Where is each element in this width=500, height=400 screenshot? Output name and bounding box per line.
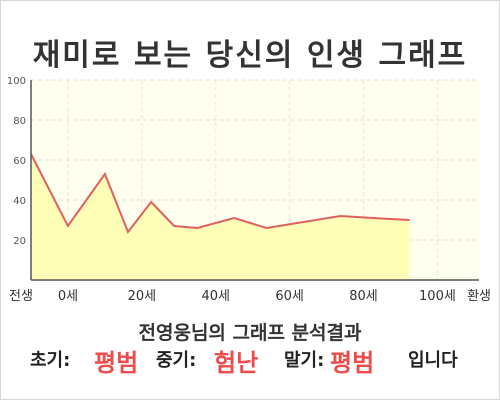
axes [30,80,479,281]
page-title: 재미로 보는 당신의 인생 그래프 [32,38,468,73]
result-suffix: 입니다 [408,350,458,371]
early-stage-value: 평범 [94,349,139,377]
x-tick-labels: 전생 0세 20세 40세 60세 80세 100세 환생 [9,289,491,304]
analysis-heading: 전영웅님의 그래프 분석결과 [138,322,362,344]
y-tick-label: 20 [13,236,26,247]
x-tick-label: 40세 [201,289,230,304]
x-tick-label: 0세 [58,289,78,304]
middle-stage-label: 중기: [156,350,197,371]
life-graph-chart: 20 40 60 80 100 전생 0세 20세 40세 60세 80세 100세 환생 [7,76,491,304]
late-stage-value: 평범 [330,349,375,377]
x-tick-label: 80세 [349,289,378,304]
x-tick-label: 20세 [128,289,157,304]
middle-stage-value: 험난 [214,349,259,377]
x-tick-label: 100세 [419,289,456,304]
area-fill [31,154,410,280]
x-tick-label: 전생 [9,289,33,304]
early-stage-label: 초기: [30,350,71,371]
series-line [30,153,410,235]
y-tick-label: 100 [7,76,26,87]
y-tick-label: 60 [13,156,26,167]
y-tick-label: 80 [13,116,26,127]
x-tick-label: 60세 [275,289,304,304]
y-tick-label: 40 [13,196,26,207]
y-tick-labels: 20 40 60 80 100 [7,76,26,247]
x-tick-label: 환생 [467,289,491,304]
late-stage-label: 말기: [284,350,325,371]
